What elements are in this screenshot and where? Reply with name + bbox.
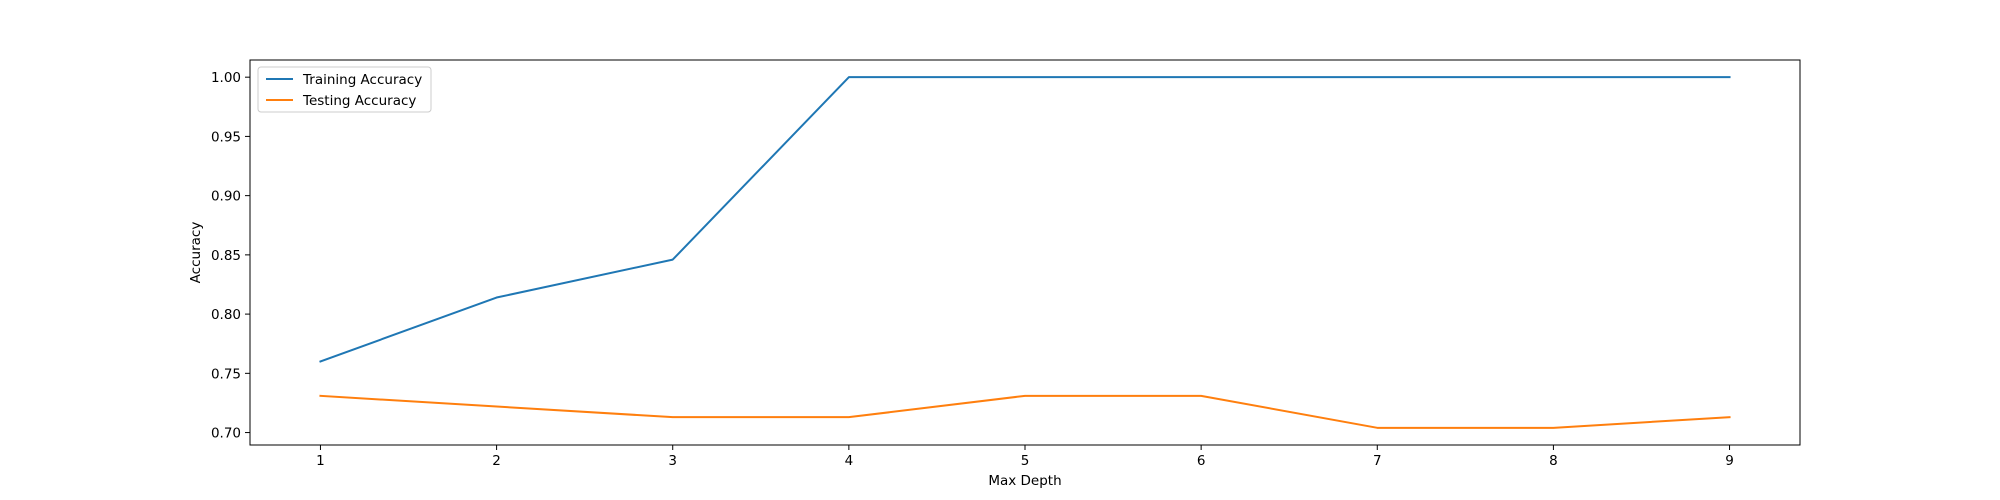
plot-frame <box>249 59 1801 446</box>
x-tick-label: 2 <box>492 453 501 469</box>
x-tick-label: 3 <box>668 453 677 469</box>
legend-label: Testing Accuracy <box>302 93 416 109</box>
x-axis-ticks: 1 2 3 4 5 6 7 8 9 <box>316 445 1734 469</box>
x-tick-label: 4 <box>845 453 854 469</box>
x-axis-label: Max Depth <box>988 473 1061 489</box>
legend-label: Training Accuracy <box>302 72 422 88</box>
y-tick-label: 0.85 <box>211 248 241 264</box>
y-tick-label: 0.90 <box>211 189 241 205</box>
y-tick-label: 0.70 <box>211 426 241 442</box>
y-tick-label: 0.75 <box>211 366 241 382</box>
y-axis-label: Accuracy <box>188 222 204 284</box>
series-line-testing-accuracy <box>319 394 1731 429</box>
legend-box <box>257 66 432 113</box>
series-line-training-accuracy <box>319 76 1731 363</box>
x-tick-label: 1 <box>316 453 325 469</box>
y-tick-label: 0.95 <box>211 129 241 145</box>
plot-background <box>250 60 1800 445</box>
x-tick-label: 8 <box>1549 453 1558 469</box>
x-tick-label: 7 <box>1373 453 1382 469</box>
series-lines <box>319 76 1731 429</box>
x-tick-label: 5 <box>1021 453 1030 469</box>
x-tick-label: 9 <box>1725 453 1734 469</box>
y-axis-ticks: 0.70 0.75 0.80 0.85 0.90 0.95 1.00 <box>211 70 250 442</box>
y-tick-label: 0.80 <box>211 307 241 323</box>
y-tick-label: 1.00 <box>211 70 241 86</box>
legend: Training Accuracy Testing Accuracy <box>257 66 432 113</box>
x-tick-label: 6 <box>1197 453 1206 469</box>
